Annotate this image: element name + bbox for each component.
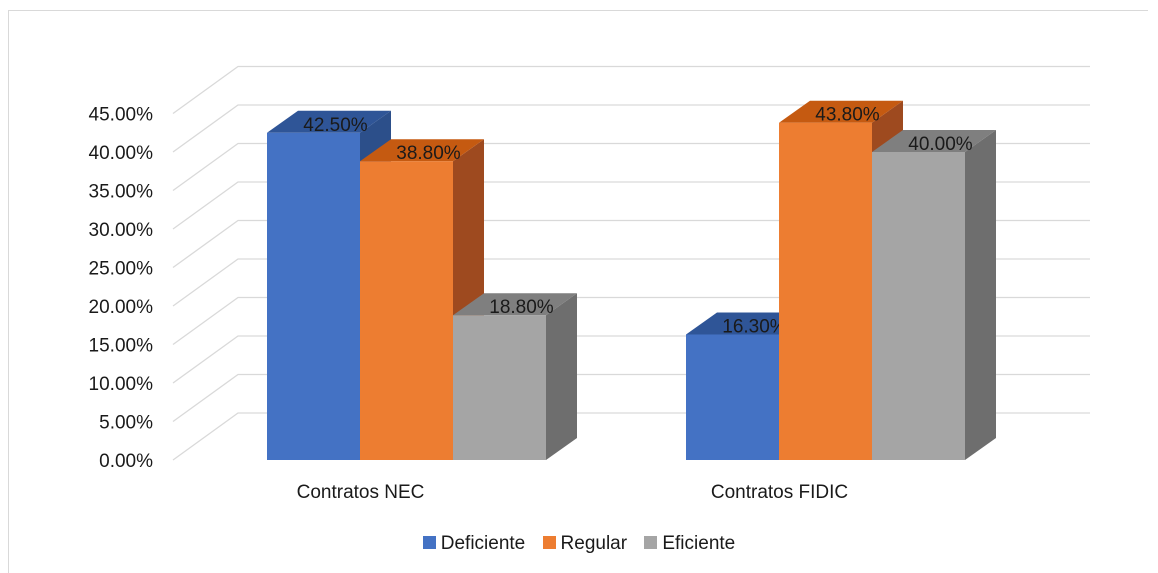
legend-item-regular: Regular <box>542 533 628 555</box>
y-tick-label: 40.00% <box>89 143 154 164</box>
y-tick-label: 30.00% <box>89 220 154 241</box>
y-tick-label: 25.00% <box>89 259 154 280</box>
bar-top <box>872 130 996 152</box>
data-label: 43.80% <box>815 105 880 126</box>
legend-label-deficiente: Deficiente <box>440 533 526 554</box>
legend: Deficiente Regular Eficiente <box>0 533 1158 555</box>
legend-item-deficiente: Deficiente <box>422 533 526 555</box>
y-tick-label: 35.00% <box>89 182 154 203</box>
bar-top <box>360 139 484 162</box>
data-label: 18.80% <box>489 297 554 318</box>
legend-item-eficiente: Eficiente <box>644 533 735 555</box>
x-category-label: Contratos FIDIC <box>711 482 848 503</box>
y-tick-label: 5.00% <box>99 413 153 434</box>
legend-label-regular: Regular <box>560 533 628 554</box>
bar-front <box>360 161 453 461</box>
bar-top <box>453 293 577 316</box>
legend-swatch-regular <box>542 536 556 549</box>
bar-front <box>779 122 872 461</box>
bar-top <box>267 110 391 133</box>
x-category-label: Contratos NEC <box>297 482 425 503</box>
chart-frame <box>8 10 1148 573</box>
bar-front <box>686 334 779 460</box>
gridline <box>172 65 1090 115</box>
bar-front <box>872 152 965 460</box>
data-label: 38.80% <box>396 143 461 164</box>
bar-side <box>546 293 577 460</box>
legend-label-eficiente: Eficiente <box>662 533 736 554</box>
y-tick-label: 15.00% <box>89 336 154 357</box>
bar-front <box>453 315 546 460</box>
bar-front <box>267 132 360 460</box>
data-label: 16.30% <box>722 316 787 337</box>
y-tick-label: 45.00% <box>89 105 154 126</box>
y-tick-label: 10.00% <box>89 374 154 395</box>
legend-swatch-deficiente <box>422 536 436 549</box>
y-tick-label: 20.00% <box>89 297 154 318</box>
bar-side <box>965 130 996 460</box>
y-tick-label: 0.00% <box>99 451 153 472</box>
legend-swatch-eficiente <box>644 536 658 549</box>
data-label: 42.50% <box>303 115 368 136</box>
bar-top <box>779 100 903 123</box>
data-label: 40.00% <box>908 134 973 155</box>
